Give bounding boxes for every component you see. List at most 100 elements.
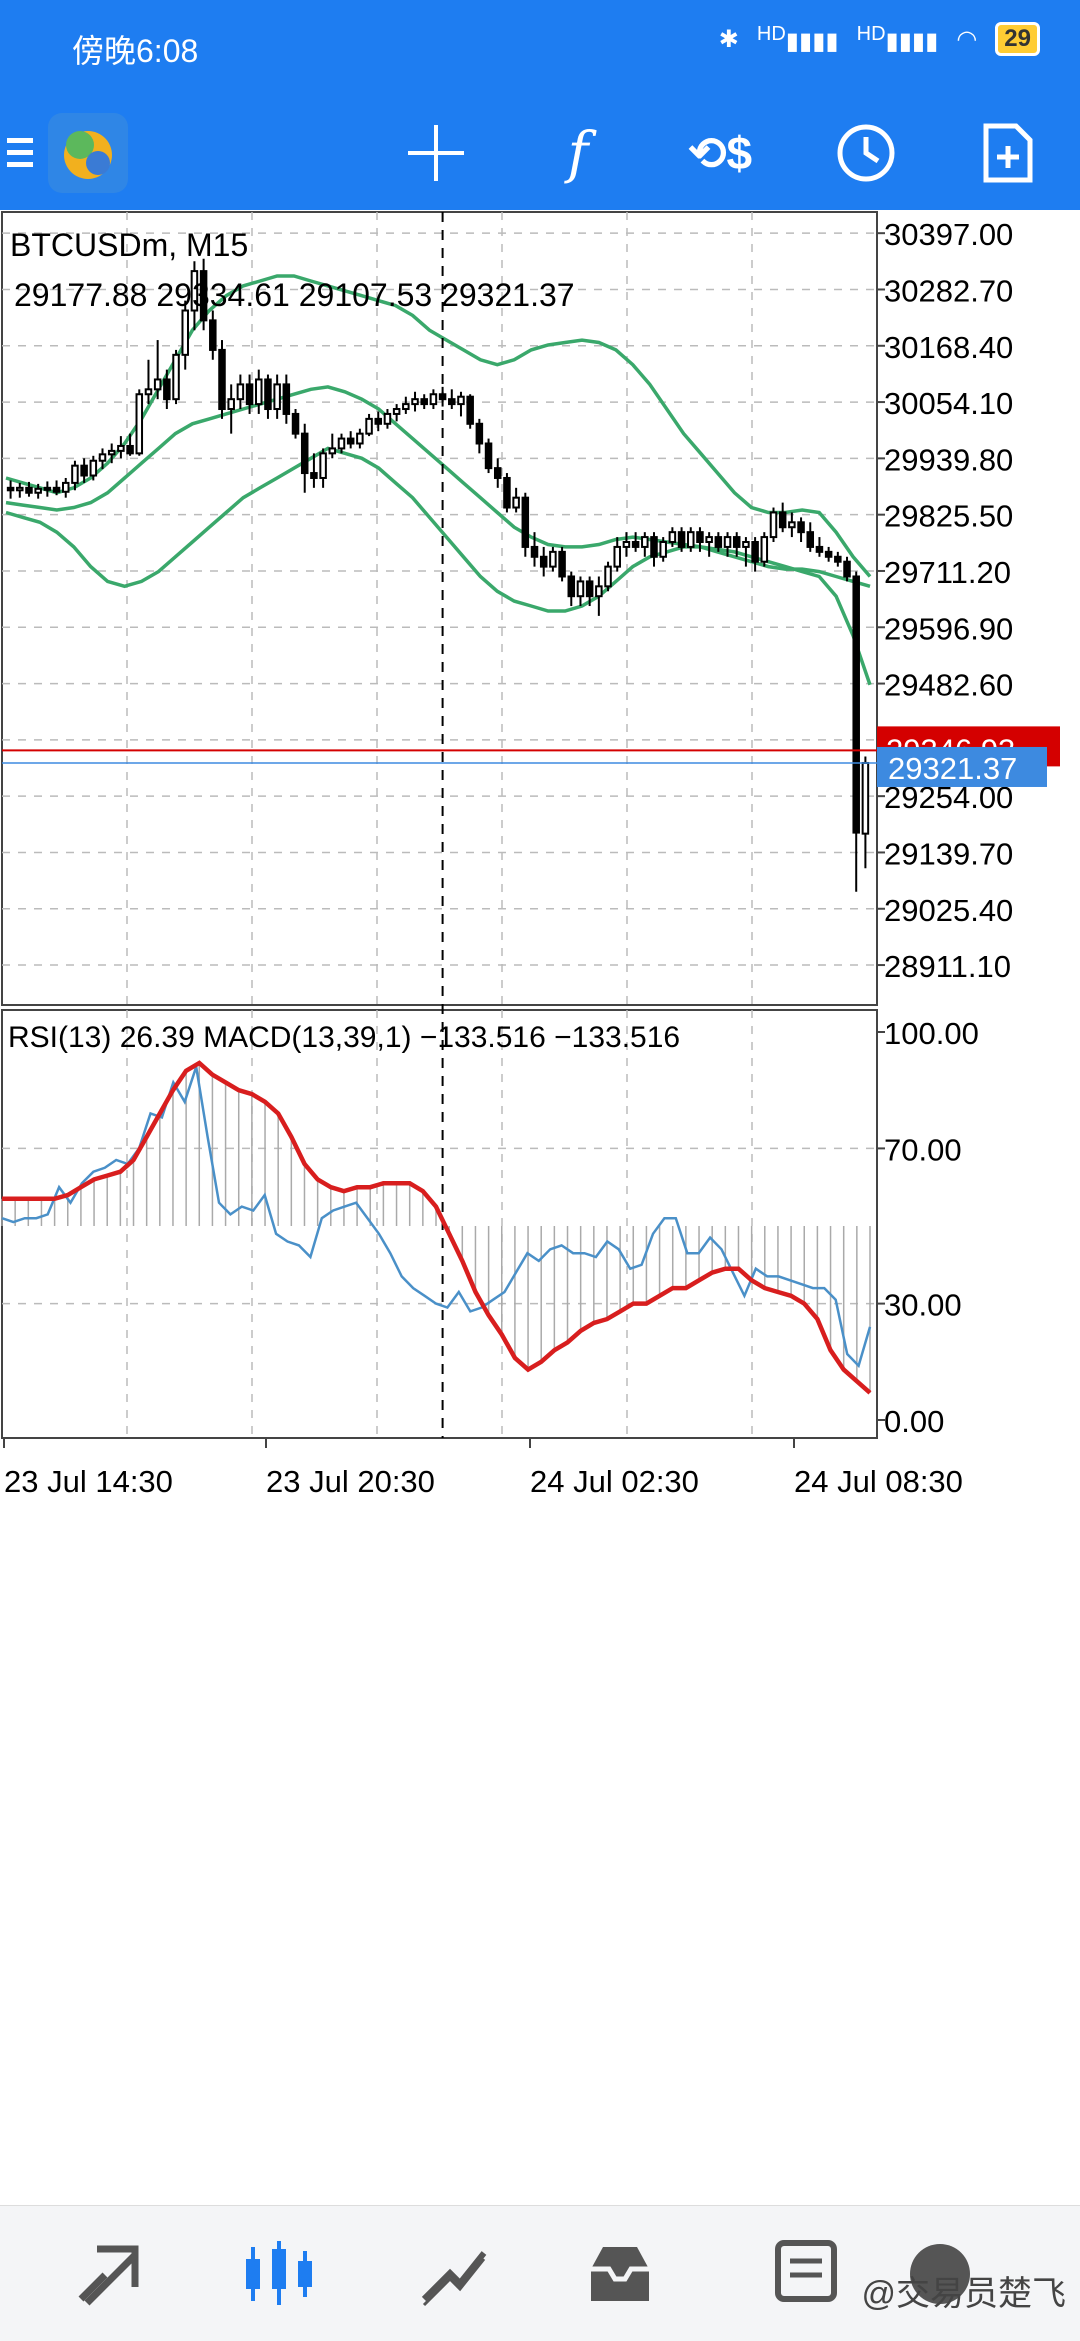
chart-canvas[interactable]: 30397.00 30282.70 30168.40 30054.10 29939.80…: [0, 210, 1080, 2200]
messages-icon[interactable]: [730, 2206, 880, 2341]
candle-body: [687, 531, 695, 548]
candle-body: [677, 531, 686, 548]
candle-body: [227, 398, 235, 411]
candle-body: [199, 270, 208, 322]
ask-label-box: [877, 746, 1047, 787]
indicator-tick-label: 0.00: [884, 1404, 944, 1439]
y-tick-label: 29596.90: [884, 611, 1013, 646]
candle-body: [493, 467, 502, 479]
candle-body: [788, 521, 796, 529]
menu-icon[interactable]: [0, 96, 40, 210]
candle-body: [52, 486, 61, 493]
candle-body: [815, 545, 824, 553]
candle-body: [34, 487, 42, 494]
rsi-line: [1, 1066, 872, 1369]
y-tick-label: 30397.00: [884, 217, 1013, 252]
y-tick-label: 30168.40: [884, 330, 1013, 365]
candle-body: [723, 536, 732, 548]
candle-body: [650, 536, 658, 558]
candle-body: [98, 453, 107, 462]
trade-icon[interactable]: [380, 2206, 530, 2341]
candle-body: [356, 432, 364, 445]
candle-body: [475, 422, 484, 445]
candle-body: [236, 383, 245, 401]
status-bar: 傍晚6:08 ✱ HD▮▮▮▮ HD▮▮▮▮ ◠ 29: [0, 0, 1080, 96]
candle-body: [751, 541, 759, 563]
x-tick-label: 24 Jul 02:30: [530, 1464, 699, 1499]
bottom-nav: @交易员楚飞: [0, 2205, 1080, 2341]
quotes-icon[interactable]: [35, 2206, 185, 2341]
candle-body: [190, 270, 199, 312]
chart-icon[interactable]: [205, 2206, 355, 2341]
candle-body: [696, 531, 704, 544]
function-icon[interactable]: f: [567, 120, 589, 186]
y-tick-label: 30282.70: [884, 273, 1013, 308]
signal-icon-2: HD▮▮▮▮: [856, 22, 939, 55]
y-tick-label: 29025.40: [884, 893, 1013, 928]
candle-body: [824, 550, 833, 558]
candle-body: [107, 449, 116, 456]
candle-body: [282, 383, 291, 415]
candle-body: [43, 486, 52, 491]
y-tick-label: 29139.70: [884, 836, 1013, 871]
x-tick-label: 23 Jul 14:30: [4, 1464, 173, 1499]
candle-body: [503, 476, 511, 509]
candle-body: [80, 464, 88, 477]
candle-body: [264, 378, 272, 411]
history-icon[interactable]: [545, 2206, 695, 2341]
candle-body: [834, 555, 842, 563]
candle-body: [585, 580, 594, 598]
main-panel-frame: [1, 211, 878, 1006]
candle-body: [402, 403, 410, 411]
candle-body: [6, 486, 15, 492]
candle-body: [209, 319, 217, 351]
candle-body: [705, 536, 713, 544]
candle-body: [732, 536, 741, 548]
crosshair-icon[interactable]: [396, 96, 476, 210]
new-order-icon[interactable]: [968, 96, 1048, 210]
candle-body: [255, 378, 263, 406]
candle-body: [549, 550, 557, 568]
candle-body: [659, 541, 667, 558]
candle-body: [135, 393, 144, 455]
candle-body: [245, 383, 254, 406]
candle-body: [466, 395, 474, 425]
candle-body: [273, 383, 281, 411]
x-tick-label: 23 Jul 20:30: [266, 1464, 435, 1499]
candle-body: [714, 536, 723, 548]
candle-body: [797, 521, 805, 534]
candle-body: [346, 437, 355, 445]
candle-body: [61, 481, 70, 493]
band-lower: [5, 446, 872, 686]
timeframe-icon[interactable]: [826, 96, 906, 210]
chart-toolbar: f ⟲$: [0, 96, 1080, 210]
candle-body: [328, 447, 337, 455]
candle-body: [567, 575, 576, 598]
band-middle: [5, 385, 871, 588]
battery-icon: 29: [995, 22, 1040, 56]
candle-body: [126, 444, 134, 455]
y-tick-label: 29939.80: [884, 442, 1013, 477]
chart-area[interactable]: 30397.00 30282.70 30168.40 30054.10 29939.80…: [0, 210, 1080, 2200]
ohlc-values: 29177.88 29334.61 29107.53 29321.37: [14, 277, 575, 313]
candle-body: [411, 398, 419, 406]
candle-body: [668, 531, 677, 544]
candle-body: [16, 486, 24, 492]
candle-body: [392, 408, 401, 415]
objects-icon[interactable]: ⟲$: [687, 127, 753, 179]
candle-body: [365, 417, 373, 435]
candle-body: [539, 555, 548, 568]
settings-icon[interactable]: [880, 2206, 1000, 2341]
indicator-title: RSI(13) 26.39 MACD(13,39,1) −133.516 −13…: [8, 1021, 680, 1054]
app-logo-icon[interactable]: [46, 96, 130, 210]
candle-body: [521, 496, 530, 548]
candle-body: [457, 395, 465, 406]
ask-price-label: 29321.37: [888, 751, 1017, 786]
candle-body: [576, 580, 585, 598]
status-time: 傍晚6:08: [72, 33, 199, 69]
candle-body: [622, 541, 631, 548]
wifi-icon: ◠: [956, 25, 978, 53]
y-tick-label: 30054.10: [884, 386, 1013, 421]
candle-body: [383, 412, 392, 425]
candle-body: [595, 585, 603, 598]
